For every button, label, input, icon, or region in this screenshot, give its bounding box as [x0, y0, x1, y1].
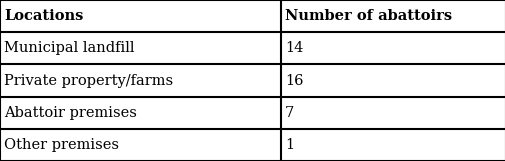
Text: Number of abattoirs: Number of abattoirs	[284, 9, 451, 23]
Text: Abattoir premises: Abattoir premises	[4, 106, 137, 120]
Text: Other premises: Other premises	[4, 138, 119, 152]
Text: Private property/farms: Private property/farms	[4, 74, 173, 87]
Text: 14: 14	[284, 41, 302, 55]
Bar	[280, 32, 505, 64]
Text: 7: 7	[284, 106, 293, 120]
Bar	[280, 129, 505, 161]
Text: 1: 1	[284, 138, 293, 152]
Bar	[0, 129, 280, 161]
Bar	[0, 32, 280, 64]
Bar	[280, 0, 505, 32]
Text: Locations: Locations	[4, 9, 83, 23]
Text: Municipal landfill: Municipal landfill	[4, 41, 134, 55]
Bar	[280, 97, 505, 129]
Text: 16: 16	[284, 74, 303, 87]
Bar	[280, 64, 505, 97]
Bar	[0, 64, 280, 97]
Bar	[0, 0, 280, 32]
Bar	[0, 97, 280, 129]
